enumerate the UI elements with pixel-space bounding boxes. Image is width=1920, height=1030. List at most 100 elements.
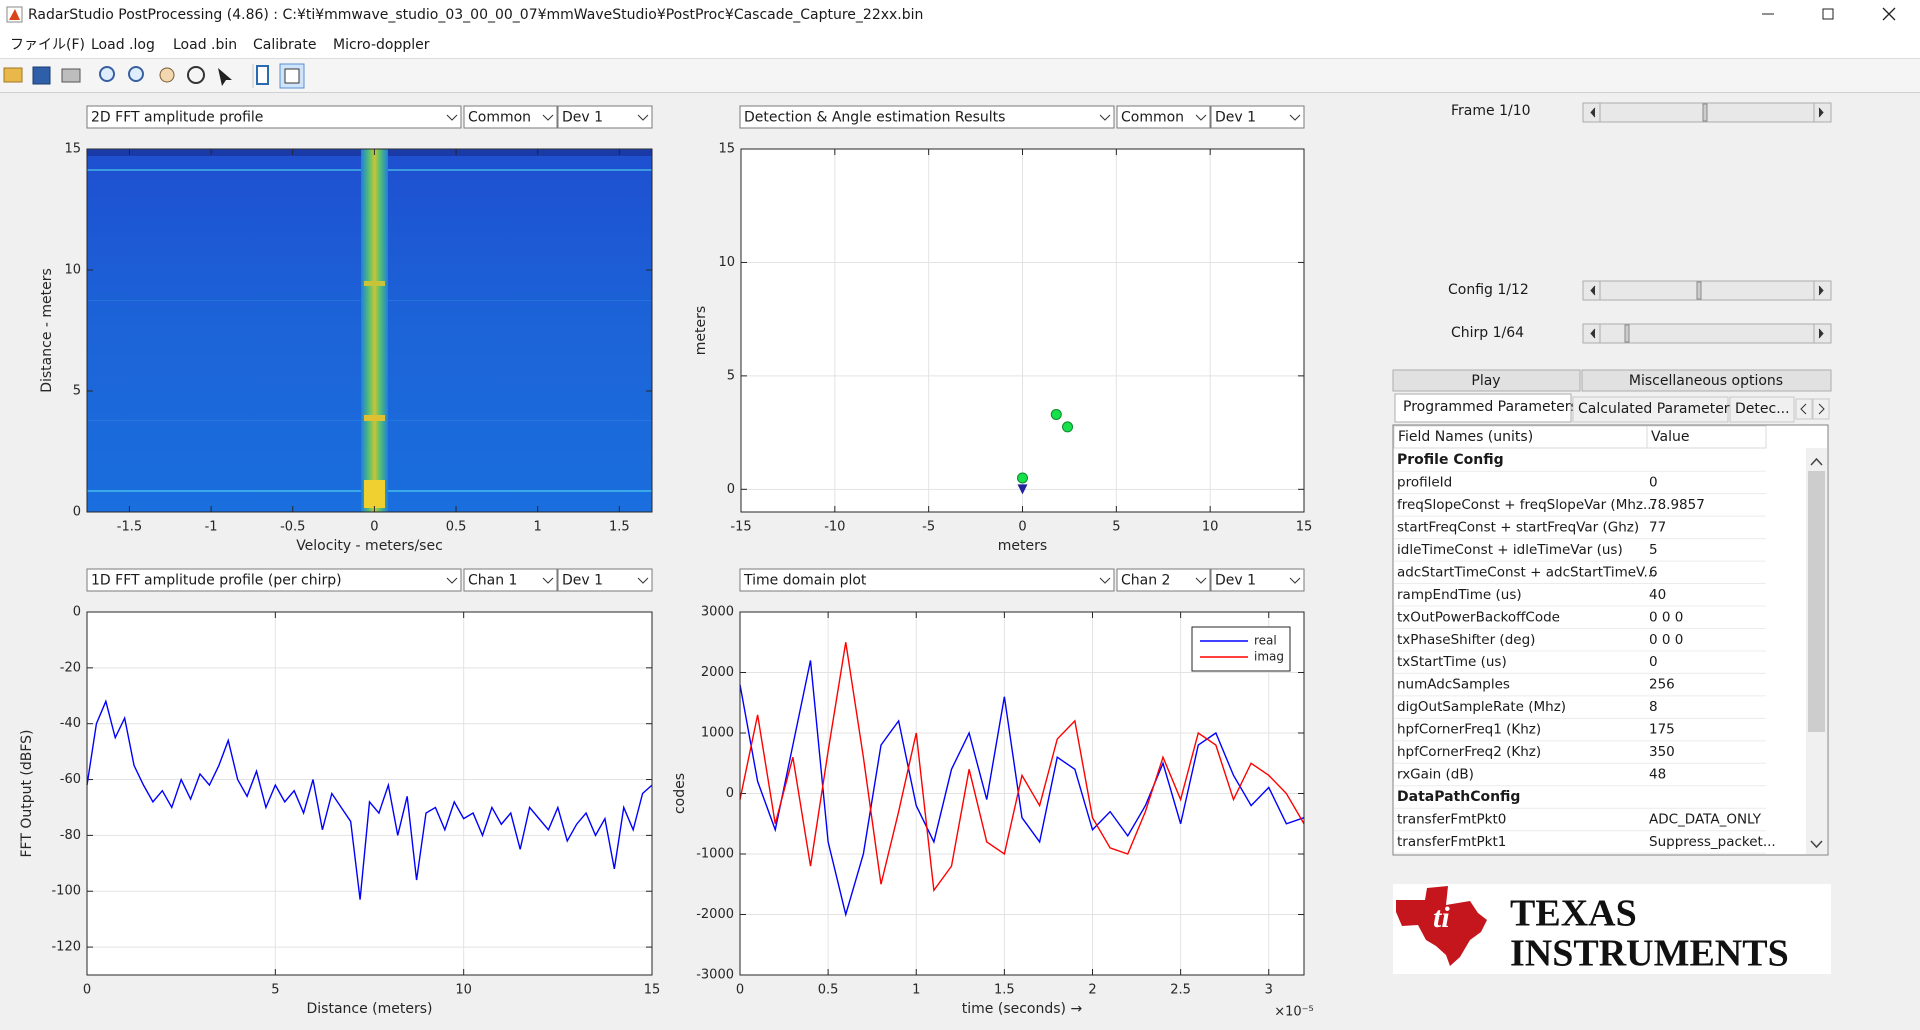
dropdown-arrow	[1195, 577, 1207, 584]
slider-thumb[interactable]	[1702, 103, 1708, 122]
play-button[interactable]	[1392, 369, 1581, 392]
misc-options-label[interactable]: Miscellaneous options	[1629, 373, 1783, 389]
field-name: adcStartTimeConst + adcStartTimeV...	[1397, 564, 1656, 580]
chirp-slider[interactable]	[1582, 323, 1832, 344]
pan-icon[interactable]	[159, 67, 175, 83]
tab[interactable]	[1572, 396, 1729, 423]
misc-options-button[interactable]	[1581, 369, 1832, 392]
x-axis-label: time (seconds) →	[962, 1001, 1083, 1017]
dropdown-label[interactable]: Dev 1	[562, 573, 603, 589]
dropdown[interactable]	[1210, 105, 1305, 129]
dropdown-label[interactable]: Dev 1	[1215, 110, 1256, 126]
slider-arrow[interactable]	[1590, 107, 1596, 118]
x-tick-label: 0	[370, 520, 378, 535]
dropdown-label[interactable]: Dev 1	[562, 110, 603, 126]
dropdown-label[interactable]: Chan 2	[1121, 573, 1170, 589]
dropdown-label[interactable]: Time domain plot	[743, 573, 867, 589]
menu-item[interactable]: Load .log	[91, 37, 155, 53]
frame-label: Frame 1/10	[1451, 103, 1531, 119]
scroll-up[interactable]	[1810, 457, 1823, 466]
x-tick-label: 1.5	[609, 520, 630, 535]
dropdown[interactable]	[463, 105, 558, 129]
restore-button[interactable]	[1822, 8, 1834, 20]
scroll-down[interactable]	[1810, 840, 1823, 849]
menu-bar	[0, 29, 1920, 58]
dropdown-label[interactable]: Common	[468, 110, 531, 126]
slider-thumb[interactable]	[1624, 324, 1630, 343]
dropdown[interactable]	[463, 568, 558, 592]
window-title: RadarStudio PostProcessing (4.86) : C:¥t…	[28, 7, 923, 23]
dropdown[interactable]	[86, 105, 462, 129]
close-button[interactable]	[1882, 7, 1896, 21]
slider-thumb[interactable]	[1696, 281, 1702, 300]
data-line	[86, 699, 653, 900]
menu-item[interactable]: Load .bin	[173, 37, 237, 53]
y-tick-label: 0	[73, 605, 81, 620]
print-icon[interactable]	[61, 68, 81, 83]
tab-label[interactable]: Detec...	[1735, 401, 1790, 417]
menu-item[interactable]: Calibrate	[253, 37, 316, 53]
zoom-in-icon[interactable]	[99, 66, 115, 82]
dropdown-label[interactable]: 1D FFT amplitude profile (per chirp)	[91, 573, 342, 589]
field-value: 78.9857	[1649, 497, 1705, 513]
tab-label[interactable]: Programmed Parameters	[1403, 399, 1578, 415]
dropdown[interactable]	[739, 568, 1115, 592]
plot-frame	[86, 611, 653, 976]
plot-frame	[740, 148, 1305, 513]
y-tick-label: 3000	[701, 605, 734, 620]
scroll-thumb[interactable]	[1808, 471, 1825, 732]
frame-slider[interactable]	[1582, 102, 1832, 123]
sensor-marker	[1017, 484, 1028, 495]
menu-item[interactable]: ファイル(F)	[10, 37, 85, 53]
dropdown-arrow	[542, 577, 554, 584]
x-tick-label: 1	[534, 520, 542, 535]
tab-scroll-right[interactable]	[1812, 398, 1830, 420]
x-axis-multiplier: ×10⁻⁵	[1274, 1005, 1314, 1020]
x-tick-label: 0.5	[818, 983, 839, 998]
save-icon[interactable]	[32, 66, 51, 85]
menu-item[interactable]: Micro-doppler	[333, 37, 430, 53]
slider-arrow[interactable]	[1818, 285, 1824, 296]
dropdown[interactable]	[557, 568, 653, 592]
detection-point	[1050, 408, 1062, 420]
play-button-label[interactable]: Play	[1471, 373, 1500, 389]
dropdown[interactable]	[557, 105, 653, 129]
field-name: rampEndTime (us)	[1397, 587, 1522, 603]
dropdown-label[interactable]: Detection & Angle estimation Results	[744, 110, 1005, 126]
dropdown-label[interactable]: Common	[1121, 110, 1184, 126]
dropdown-label[interactable]: Chan 1	[468, 573, 517, 589]
slider-track[interactable]	[1582, 280, 1832, 301]
datatip-icon[interactable]	[218, 68, 232, 86]
dropdown[interactable]	[739, 105, 1115, 129]
slider-arrow[interactable]	[1818, 328, 1824, 339]
colorbar-icon[interactable]	[256, 65, 269, 85]
dropdown[interactable]	[1116, 105, 1211, 129]
slider-track[interactable]	[1582, 323, 1832, 344]
zoom-out-icon[interactable]	[128, 66, 144, 82]
dropdown-label[interactable]: 2D FFT amplitude profile	[91, 110, 263, 126]
open-icon[interactable]	[3, 67, 23, 83]
x-tick-label: -10	[824, 520, 845, 535]
detection-point	[1017, 472, 1028, 484]
dropdown[interactable]	[86, 568, 462, 592]
tab-label[interactable]: Calculated Parameters	[1578, 401, 1737, 417]
field-value: 0	[1649, 654, 1658, 670]
legend-icon[interactable]	[284, 68, 300, 84]
tab-active[interactable]	[1394, 393, 1572, 423]
slider-arrow[interactable]	[1818, 107, 1824, 118]
slider-arrow[interactable]	[1590, 328, 1596, 339]
tab-scroll-left[interactable]	[1795, 398, 1813, 420]
dropdown[interactable]	[1210, 568, 1305, 592]
field-name: txStartTime (us)	[1397, 654, 1507, 670]
config-slider[interactable]	[1582, 280, 1832, 301]
legend-label: imag	[1254, 650, 1284, 664]
table-header	[1393, 425, 1767, 449]
dropdown-label[interactable]: Dev 1	[1215, 573, 1256, 589]
rotate-icon[interactable]	[187, 66, 205, 84]
y-tick-label: 0	[726, 786, 734, 801]
slider-arrow[interactable]	[1590, 285, 1596, 296]
field-value: 350	[1649, 744, 1675, 760]
tab[interactable]	[1729, 396, 1795, 423]
y-tick-label: -20	[60, 660, 81, 675]
dropdown[interactable]	[1116, 568, 1211, 592]
